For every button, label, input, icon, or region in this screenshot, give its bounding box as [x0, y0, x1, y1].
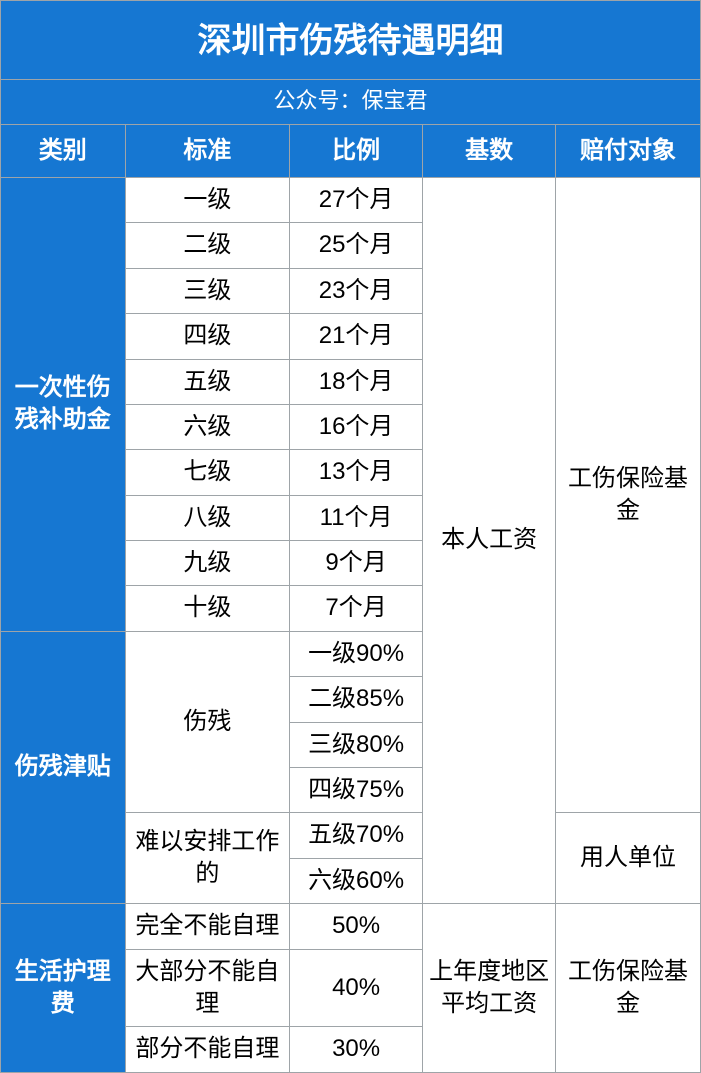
ratio-cell: 六级60%	[290, 858, 423, 903]
standard-cell: 伤残	[125, 631, 290, 813]
ratio-cell: 9个月	[290, 541, 423, 586]
ratio-cell: 四级75%	[290, 768, 423, 813]
ratio-cell: 16个月	[290, 404, 423, 449]
payer-cell: 用人单位	[556, 813, 701, 904]
header-row: 类别 标准 比例 基数 赔付对象	[1, 124, 701, 177]
ratio-cell: 二级85%	[290, 677, 423, 722]
base-cell: 上年度地区平均工资	[423, 904, 556, 1073]
ratio-cell: 40%	[290, 949, 423, 1027]
col-header-standard: 标准	[125, 124, 290, 177]
standard-cell: 难以安排工作的	[125, 813, 290, 904]
standard-cell: 大部分不能自理	[125, 949, 290, 1027]
col-header-base: 基数	[423, 124, 556, 177]
col-header-payer: 赔付对象	[556, 124, 701, 177]
standard-cell: 九级	[125, 541, 290, 586]
category-label: 生活护理费	[1, 904, 126, 1073]
standard-cell: 三级	[125, 268, 290, 313]
col-header-ratio: 比例	[290, 124, 423, 177]
standard-cell: 二级	[125, 223, 290, 268]
payer-cell: 工伤保险基金	[556, 177, 701, 812]
title-row: 深圳市伤残待遇明细	[1, 1, 701, 80]
standard-cell: 完全不能自理	[125, 904, 290, 949]
ratio-cell: 50%	[290, 904, 423, 949]
standard-cell: 一级	[125, 177, 290, 222]
subtitle-row: 公众号：保宝君	[1, 79, 701, 124]
ratio-cell: 13个月	[290, 450, 423, 495]
category-label: 伤残津贴	[1, 631, 126, 903]
table-row: 一次性伤残补助金 一级 27个月 本人工资 工伤保险基金	[1, 177, 701, 222]
table-row: 生活护理费 完全不能自理 50% 上年度地区平均工资 工伤保险基金	[1, 904, 701, 949]
disability-benefits-table: 深圳市伤残待遇明细 公众号：保宝君 类别 标准 比例 基数 赔付对象 一次性伤残…	[0, 0, 701, 1073]
base-cell: 本人工资	[423, 177, 556, 903]
table-title: 深圳市伤残待遇明细	[1, 1, 701, 80]
ratio-cell: 30%	[290, 1027, 423, 1072]
payer-cell: 工伤保险基金	[556, 904, 701, 1073]
ratio-cell: 一级90%	[290, 631, 423, 676]
ratio-cell: 11个月	[290, 495, 423, 540]
ratio-cell: 三级80%	[290, 722, 423, 767]
ratio-cell: 23个月	[290, 268, 423, 313]
ratio-cell: 7个月	[290, 586, 423, 631]
standard-cell: 八级	[125, 495, 290, 540]
ratio-cell: 18个月	[290, 359, 423, 404]
table-subtitle: 公众号：保宝君	[1, 79, 701, 124]
ratio-cell: 21个月	[290, 314, 423, 359]
ratio-cell: 五级70%	[290, 813, 423, 858]
standard-cell: 部分不能自理	[125, 1027, 290, 1072]
standard-cell: 五级	[125, 359, 290, 404]
standard-cell: 十级	[125, 586, 290, 631]
ratio-cell: 27个月	[290, 177, 423, 222]
category-label: 一次性伤残补助金	[1, 177, 126, 631]
col-header-category: 类别	[1, 124, 126, 177]
standard-cell: 四级	[125, 314, 290, 359]
standard-cell: 七级	[125, 450, 290, 495]
standard-cell: 六级	[125, 404, 290, 449]
ratio-cell: 25个月	[290, 223, 423, 268]
